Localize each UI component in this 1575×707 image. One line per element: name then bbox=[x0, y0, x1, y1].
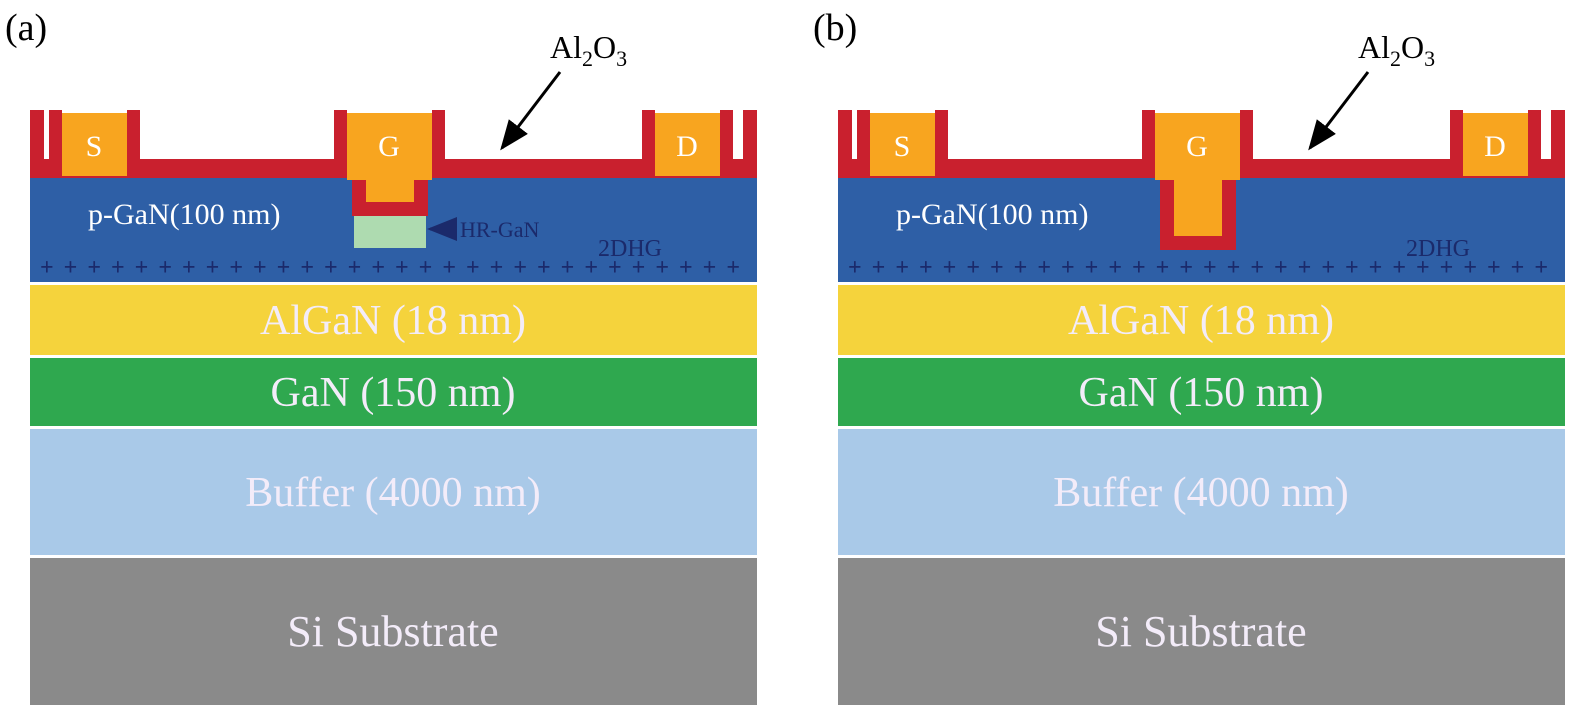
oxide-left-edge bbox=[30, 110, 44, 178]
oxide-source-left-wall bbox=[49, 110, 62, 178]
oxide-gate-left-wall bbox=[334, 110, 347, 178]
al2o3-sub: 3 bbox=[616, 46, 627, 71]
oxide-gate-right-wall bbox=[432, 110, 445, 178]
al2o3-label-part: O bbox=[1401, 29, 1424, 65]
al2o3-sub: 2 bbox=[1390, 46, 1401, 71]
dhg-label: 2DHG bbox=[1406, 236, 1470, 262]
oxide-right-edge bbox=[1551, 110, 1565, 178]
buffer-label: Buffer (4000 nm) bbox=[245, 470, 541, 516]
oxide-drain-left-wall bbox=[1450, 110, 1463, 178]
source-contact bbox=[870, 113, 935, 176]
algan-label: AlGaN (18 nm) bbox=[1068, 298, 1334, 344]
oxide-right-edge bbox=[743, 110, 757, 178]
substrate-layer bbox=[30, 558, 757, 705]
al2o3-arrow bbox=[1308, 71, 1370, 151]
gan-layer bbox=[30, 358, 757, 426]
dhg-label: 2DHG bbox=[598, 236, 662, 262]
panel-b-label: (b) bbox=[813, 7, 857, 49]
substrate-layer bbox=[838, 558, 1565, 705]
oxide-trench-bottom bbox=[1160, 236, 1236, 250]
gan-layer bbox=[838, 358, 1565, 426]
gate-contact-stem bbox=[366, 176, 414, 202]
drain-contact bbox=[1463, 113, 1528, 176]
oxide-gate-left-wall bbox=[1142, 110, 1155, 178]
al2o3-label-part: O bbox=[593, 29, 616, 65]
pgan-label: p-GaN(100 nm) bbox=[896, 198, 1088, 231]
al2o3-label-part: Al bbox=[1358, 29, 1390, 65]
gate-contact-head bbox=[1155, 113, 1240, 180]
drain-contact bbox=[655, 113, 720, 176]
oxide-source-right-wall bbox=[935, 110, 948, 178]
al2o3-sub: 2 bbox=[582, 46, 593, 71]
hrgan-label: HR-GaN bbox=[460, 217, 540, 242]
source-label: S bbox=[86, 130, 103, 163]
panel-a-label: (a) bbox=[5, 7, 47, 49]
source-label: S bbox=[894, 130, 911, 163]
source-contact bbox=[62, 113, 127, 176]
pgan-label: p-GaN(100 nm) bbox=[88, 198, 280, 231]
gan-label: GaN (150 nm) bbox=[1079, 370, 1324, 416]
gate-label: G bbox=[1186, 130, 1208, 163]
algan-layer bbox=[30, 285, 757, 355]
gate-label: G bbox=[378, 130, 400, 163]
gan-label: GaN (150 nm) bbox=[271, 370, 516, 416]
oxide-drain-right-wall bbox=[1528, 110, 1541, 178]
oxide-trench-right bbox=[1222, 178, 1236, 250]
oxide-source-left-wall bbox=[857, 110, 870, 178]
gate-contact-head bbox=[347, 113, 432, 180]
oxide-trench-left bbox=[1160, 178, 1174, 250]
panel-a: (a) + + + + + + + + + + + + + + + + + + … bbox=[5, 7, 757, 705]
substrate-label: Si Substrate bbox=[287, 607, 498, 656]
oxide-trench-bottom bbox=[352, 202, 428, 216]
substrate-label: Si Substrate bbox=[1095, 607, 1306, 656]
drain-label: D bbox=[1484, 130, 1506, 163]
panel-b: (b) + + + + + + + + + + + + + + + + + + … bbox=[813, 7, 1565, 705]
drain-label: D bbox=[676, 130, 698, 163]
gate-contact-stem bbox=[1174, 176, 1222, 236]
algan-layer bbox=[838, 285, 1565, 355]
oxide-drain-right-wall bbox=[720, 110, 733, 178]
al2o3-label: Al2O3 bbox=[550, 29, 627, 71]
buffer-label: Buffer (4000 nm) bbox=[1053, 470, 1349, 516]
oxide-drain-left-wall bbox=[642, 110, 655, 178]
oxide-gate-right-wall bbox=[1240, 110, 1253, 178]
oxide-left-edge bbox=[838, 110, 852, 178]
al2o3-arrow bbox=[500, 71, 562, 151]
al2o3-label-part: Al bbox=[550, 29, 582, 65]
algan-label: AlGaN (18 nm) bbox=[260, 298, 526, 344]
hrgan-block bbox=[354, 216, 426, 248]
al2o3-sub: 3 bbox=[1424, 46, 1435, 71]
buffer-layer bbox=[838, 429, 1565, 555]
al2o3-label: Al2O3 bbox=[1358, 29, 1435, 71]
oxide-source-right-wall bbox=[127, 110, 140, 178]
buffer-layer bbox=[30, 429, 757, 555]
